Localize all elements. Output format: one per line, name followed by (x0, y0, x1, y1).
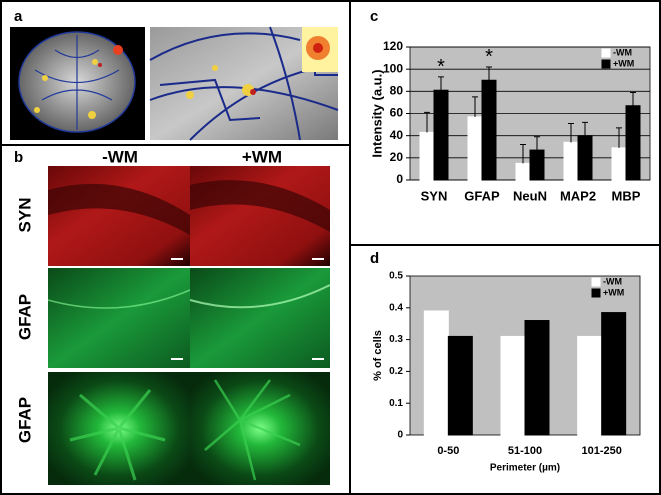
bar (423, 310, 449, 436)
bar (447, 335, 473, 436)
panel-label: b (14, 149, 23, 166)
bar (577, 335, 603, 436)
bar (625, 105, 641, 181)
error-bar (472, 96, 478, 117)
bar (563, 141, 579, 181)
y-tick-label: 0 (397, 430, 403, 441)
x-tick-label: MBP (612, 188, 641, 203)
error-bar (424, 111, 430, 133)
x-tick-label: GFAP (464, 188, 500, 203)
annotation: * (437, 56, 445, 78)
y-tick-label: 0.1 (389, 398, 403, 409)
x-tick-label: 0-50 (437, 445, 459, 457)
row-label: SYN (15, 198, 34, 233)
bar (577, 135, 593, 181)
x-tick-label: NeuN (513, 188, 547, 203)
bar (524, 320, 550, 436)
row-label: GFAP (15, 397, 34, 443)
y-tick-label: 100 (383, 61, 403, 75)
panel-label: c (370, 8, 378, 25)
y-tick-label: 0.5 (389, 271, 403, 282)
column-label: +WM (242, 147, 282, 166)
error-bar (568, 122, 574, 143)
y-tick-label: 80 (390, 84, 404, 98)
x-tick-label: MAP2 (560, 188, 596, 203)
panel-label: d (370, 250, 379, 267)
x-tick-label: SYN (421, 188, 448, 203)
x-tick-label: 51-100 (508, 445, 542, 457)
y-tick-label: 60 (390, 106, 404, 120)
y-tick-label: 40 (390, 128, 404, 142)
error-bar (534, 136, 540, 151)
bar (601, 312, 627, 436)
row-label: GFAP (15, 294, 34, 340)
y-tick-label: 0.2 (389, 366, 403, 377)
column-label: -WM (102, 147, 138, 166)
error-bar (616, 127, 622, 148)
legend-swatch (591, 277, 601, 287)
legend-label: -WM (603, 276, 622, 286)
x-axis-label: Perimeter (µm) (490, 463, 560, 474)
annotation: * (485, 46, 493, 68)
bar (529, 149, 545, 181)
x-tick-label: 101-250 (581, 445, 621, 457)
legend-swatch (601, 59, 611, 69)
legend-label: +WM (603, 287, 624, 297)
brain-image (10, 27, 145, 140)
bar (515, 162, 531, 181)
bar (467, 116, 483, 181)
y-axis-label: Intensity (a.u.) (369, 69, 384, 157)
error-bar (630, 91, 636, 106)
y-tick-label: 0.4 (389, 302, 403, 313)
error-bar (438, 76, 444, 91)
panel-label: a (14, 8, 23, 25)
micrograph (47, 166, 331, 485)
legend-label: -WM (613, 47, 632, 57)
error-bar (520, 144, 526, 164)
bar (500, 335, 526, 436)
y-tick-label: 120 (383, 39, 403, 53)
y-tick-label: 20 (390, 150, 404, 164)
error-bar (486, 66, 492, 81)
y-axis-label: % of cells (372, 330, 384, 381)
y-tick-label: 0 (396, 172, 403, 186)
bar (481, 79, 497, 181)
error-bar (582, 121, 588, 136)
bar (419, 131, 435, 181)
y-tick-label: 0.3 (389, 334, 403, 345)
legend-swatch (591, 288, 601, 298)
bar (433, 89, 449, 181)
bar (611, 147, 627, 181)
legend-swatch (601, 48, 611, 58)
zoom-image (149, 26, 339, 141)
legend-label: +WM (613, 58, 634, 68)
